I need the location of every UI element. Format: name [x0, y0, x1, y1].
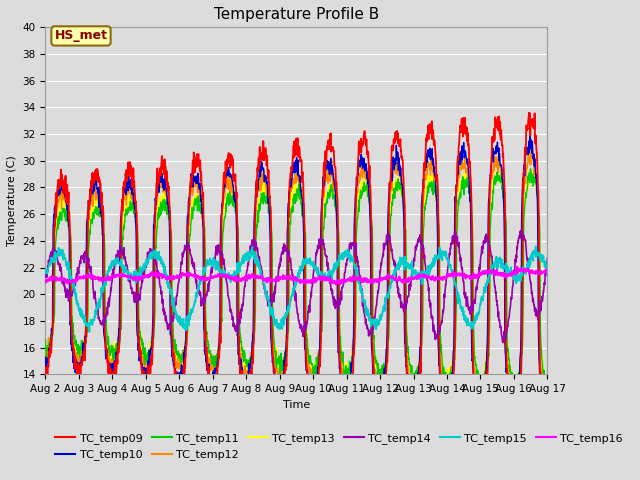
- TC_temp14: [101, 314, 109, 320]
- TC_temp11: [527, 166, 534, 172]
- TC_temp12: [255, 180, 262, 186]
- Legend: TC_temp09, TC_temp10, TC_temp11, TC_temp12, TC_temp13, TC_temp14, TC_temp15, TC_: TC_temp09, TC_temp10, TC_temp11, TC_temp…: [51, 429, 627, 465]
- TC_temp16: [513, 264, 521, 270]
- TC_temp15: [81, 319, 88, 325]
- TC_temp15: [275, 325, 282, 331]
- Y-axis label: Temperature (C): Temperature (C): [7, 156, 17, 246]
- TC_temp10: [81, 344, 88, 349]
- TC_temp16: [101, 277, 109, 283]
- TC_temp15: [266, 302, 273, 308]
- Line: TC_temp13: TC_temp13: [45, 170, 547, 389]
- TC_temp15: [42, 270, 49, 276]
- TC_temp16: [42, 278, 49, 284]
- TC_temp09: [526, 110, 534, 116]
- Line: TC_temp12: TC_temp12: [45, 147, 547, 404]
- TC_temp09: [327, 149, 335, 155]
- TC_temp09: [255, 158, 262, 164]
- TC_temp16: [327, 279, 335, 285]
- TC_temp15: [101, 278, 109, 284]
- TC_temp13: [511, 386, 519, 392]
- TC_temp13: [81, 344, 88, 350]
- Line: TC_temp14: TC_temp14: [45, 230, 547, 343]
- TC_temp11: [265, 207, 273, 213]
- TC_temp13: [543, 385, 551, 391]
- TC_temp12: [543, 401, 551, 407]
- TC_temp10: [101, 337, 109, 343]
- TC_temp12: [527, 144, 535, 150]
- TC_temp16: [255, 276, 262, 281]
- TC_temp15: [328, 274, 335, 279]
- TC_temp10: [265, 196, 273, 202]
- TC_temp11: [101, 246, 109, 252]
- TC_temp11: [543, 386, 551, 392]
- TC_temp12: [327, 165, 335, 171]
- TC_temp16: [543, 268, 551, 274]
- TC_temp13: [255, 202, 262, 207]
- TC_temp13: [101, 294, 109, 300]
- TC_temp10: [543, 408, 551, 414]
- TC_temp14: [274, 273, 282, 279]
- Line: TC_temp15: TC_temp15: [45, 247, 547, 332]
- TC_temp15: [255, 265, 262, 271]
- TC_temp15: [532, 244, 540, 250]
- TC_temp12: [101, 327, 109, 333]
- TC_temp13: [274, 363, 282, 369]
- TC_temp11: [327, 182, 335, 188]
- Line: TC_temp11: TC_temp11: [45, 169, 547, 391]
- TC_temp15: [86, 329, 93, 335]
- X-axis label: Time: Time: [283, 400, 310, 409]
- TC_temp11: [274, 359, 282, 365]
- TC_temp14: [499, 340, 507, 346]
- TC_temp10: [42, 354, 49, 360]
- TC_temp09: [42, 365, 49, 371]
- TC_temp10: [274, 373, 282, 379]
- TC_temp13: [527, 167, 534, 173]
- TC_temp12: [42, 350, 49, 356]
- TC_temp09: [265, 177, 273, 183]
- TC_temp09: [101, 326, 109, 332]
- TC_temp14: [543, 255, 551, 261]
- TC_temp11: [255, 220, 262, 226]
- TC_temp14: [517, 228, 525, 233]
- TC_temp10: [327, 165, 335, 171]
- TC_temp09: [543, 430, 551, 436]
- TC_temp16: [336, 282, 344, 288]
- TC_temp16: [265, 276, 273, 282]
- TC_temp16: [274, 276, 282, 282]
- Title: Temperature Profile B: Temperature Profile B: [214, 7, 379, 22]
- TC_temp16: [81, 274, 88, 279]
- TC_temp12: [274, 372, 282, 378]
- TC_temp09: [81, 347, 88, 353]
- TC_temp13: [327, 191, 335, 196]
- TC_temp11: [42, 337, 49, 343]
- TC_temp09: [274, 409, 282, 415]
- TC_temp14: [255, 254, 262, 260]
- Text: HS_met: HS_met: [54, 29, 108, 42]
- TC_temp10: [255, 177, 262, 182]
- TC_temp14: [327, 288, 335, 293]
- TC_temp15: [543, 272, 551, 278]
- Line: TC_temp09: TC_temp09: [45, 113, 547, 443]
- TC_temp13: [265, 196, 273, 202]
- TC_temp10: [543, 413, 551, 419]
- TC_temp11: [444, 388, 451, 394]
- TC_temp10: [526, 132, 534, 138]
- Line: TC_temp10: TC_temp10: [45, 135, 547, 416]
- TC_temp12: [81, 347, 88, 352]
- TC_temp12: [265, 194, 273, 200]
- TC_temp13: [42, 351, 49, 357]
- TC_temp14: [42, 273, 49, 278]
- TC_temp09: [542, 440, 550, 445]
- Line: TC_temp16: TC_temp16: [45, 267, 547, 285]
- TC_temp11: [81, 338, 88, 344]
- TC_temp14: [81, 260, 88, 265]
- TC_temp14: [265, 300, 273, 306]
